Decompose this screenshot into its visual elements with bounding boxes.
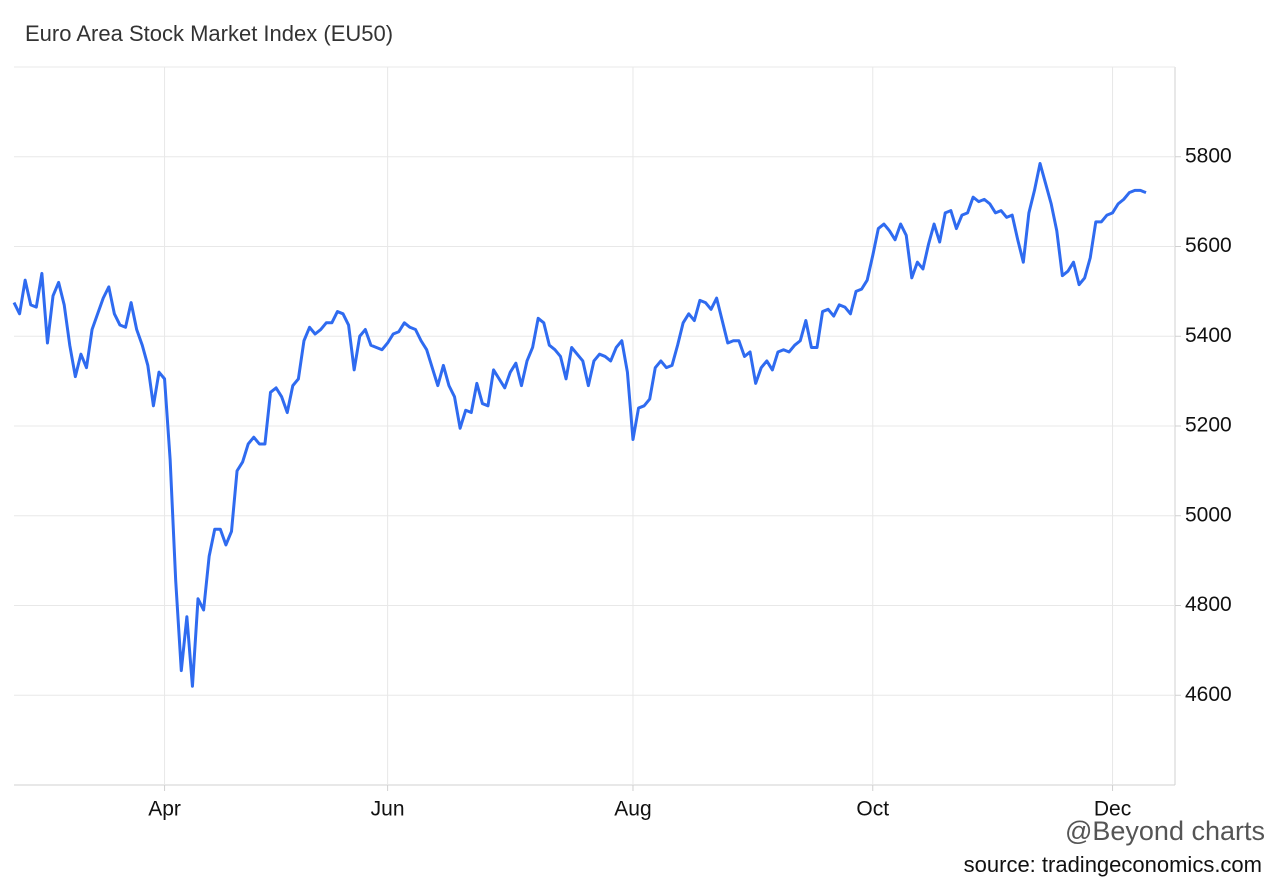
x-tick-label: Dec [1094,798,1131,821]
watermark: @Beyond charts [1065,816,1265,846]
y-tick-label: 5200 [1185,414,1232,437]
y-tick-label: 4600 [1185,683,1232,706]
x-tick-label: Apr [148,798,181,821]
y-tick-label: 5600 [1185,234,1232,257]
y-tick-label: 5800 [1185,144,1232,167]
y-tick-label: 4800 [1185,593,1232,616]
source: source: tradingeconomics.com [964,852,1262,877]
x-tick-label: Jun [371,798,405,821]
x-tick-label: Oct [856,798,889,821]
y-tick-label: 5400 [1185,324,1232,347]
x-tick-label: Aug [614,798,651,821]
y-tick-label: 5000 [1185,503,1232,526]
chart-title: Euro Area Stock Market Index (EU50) [25,21,393,46]
line [12,161,1147,688]
